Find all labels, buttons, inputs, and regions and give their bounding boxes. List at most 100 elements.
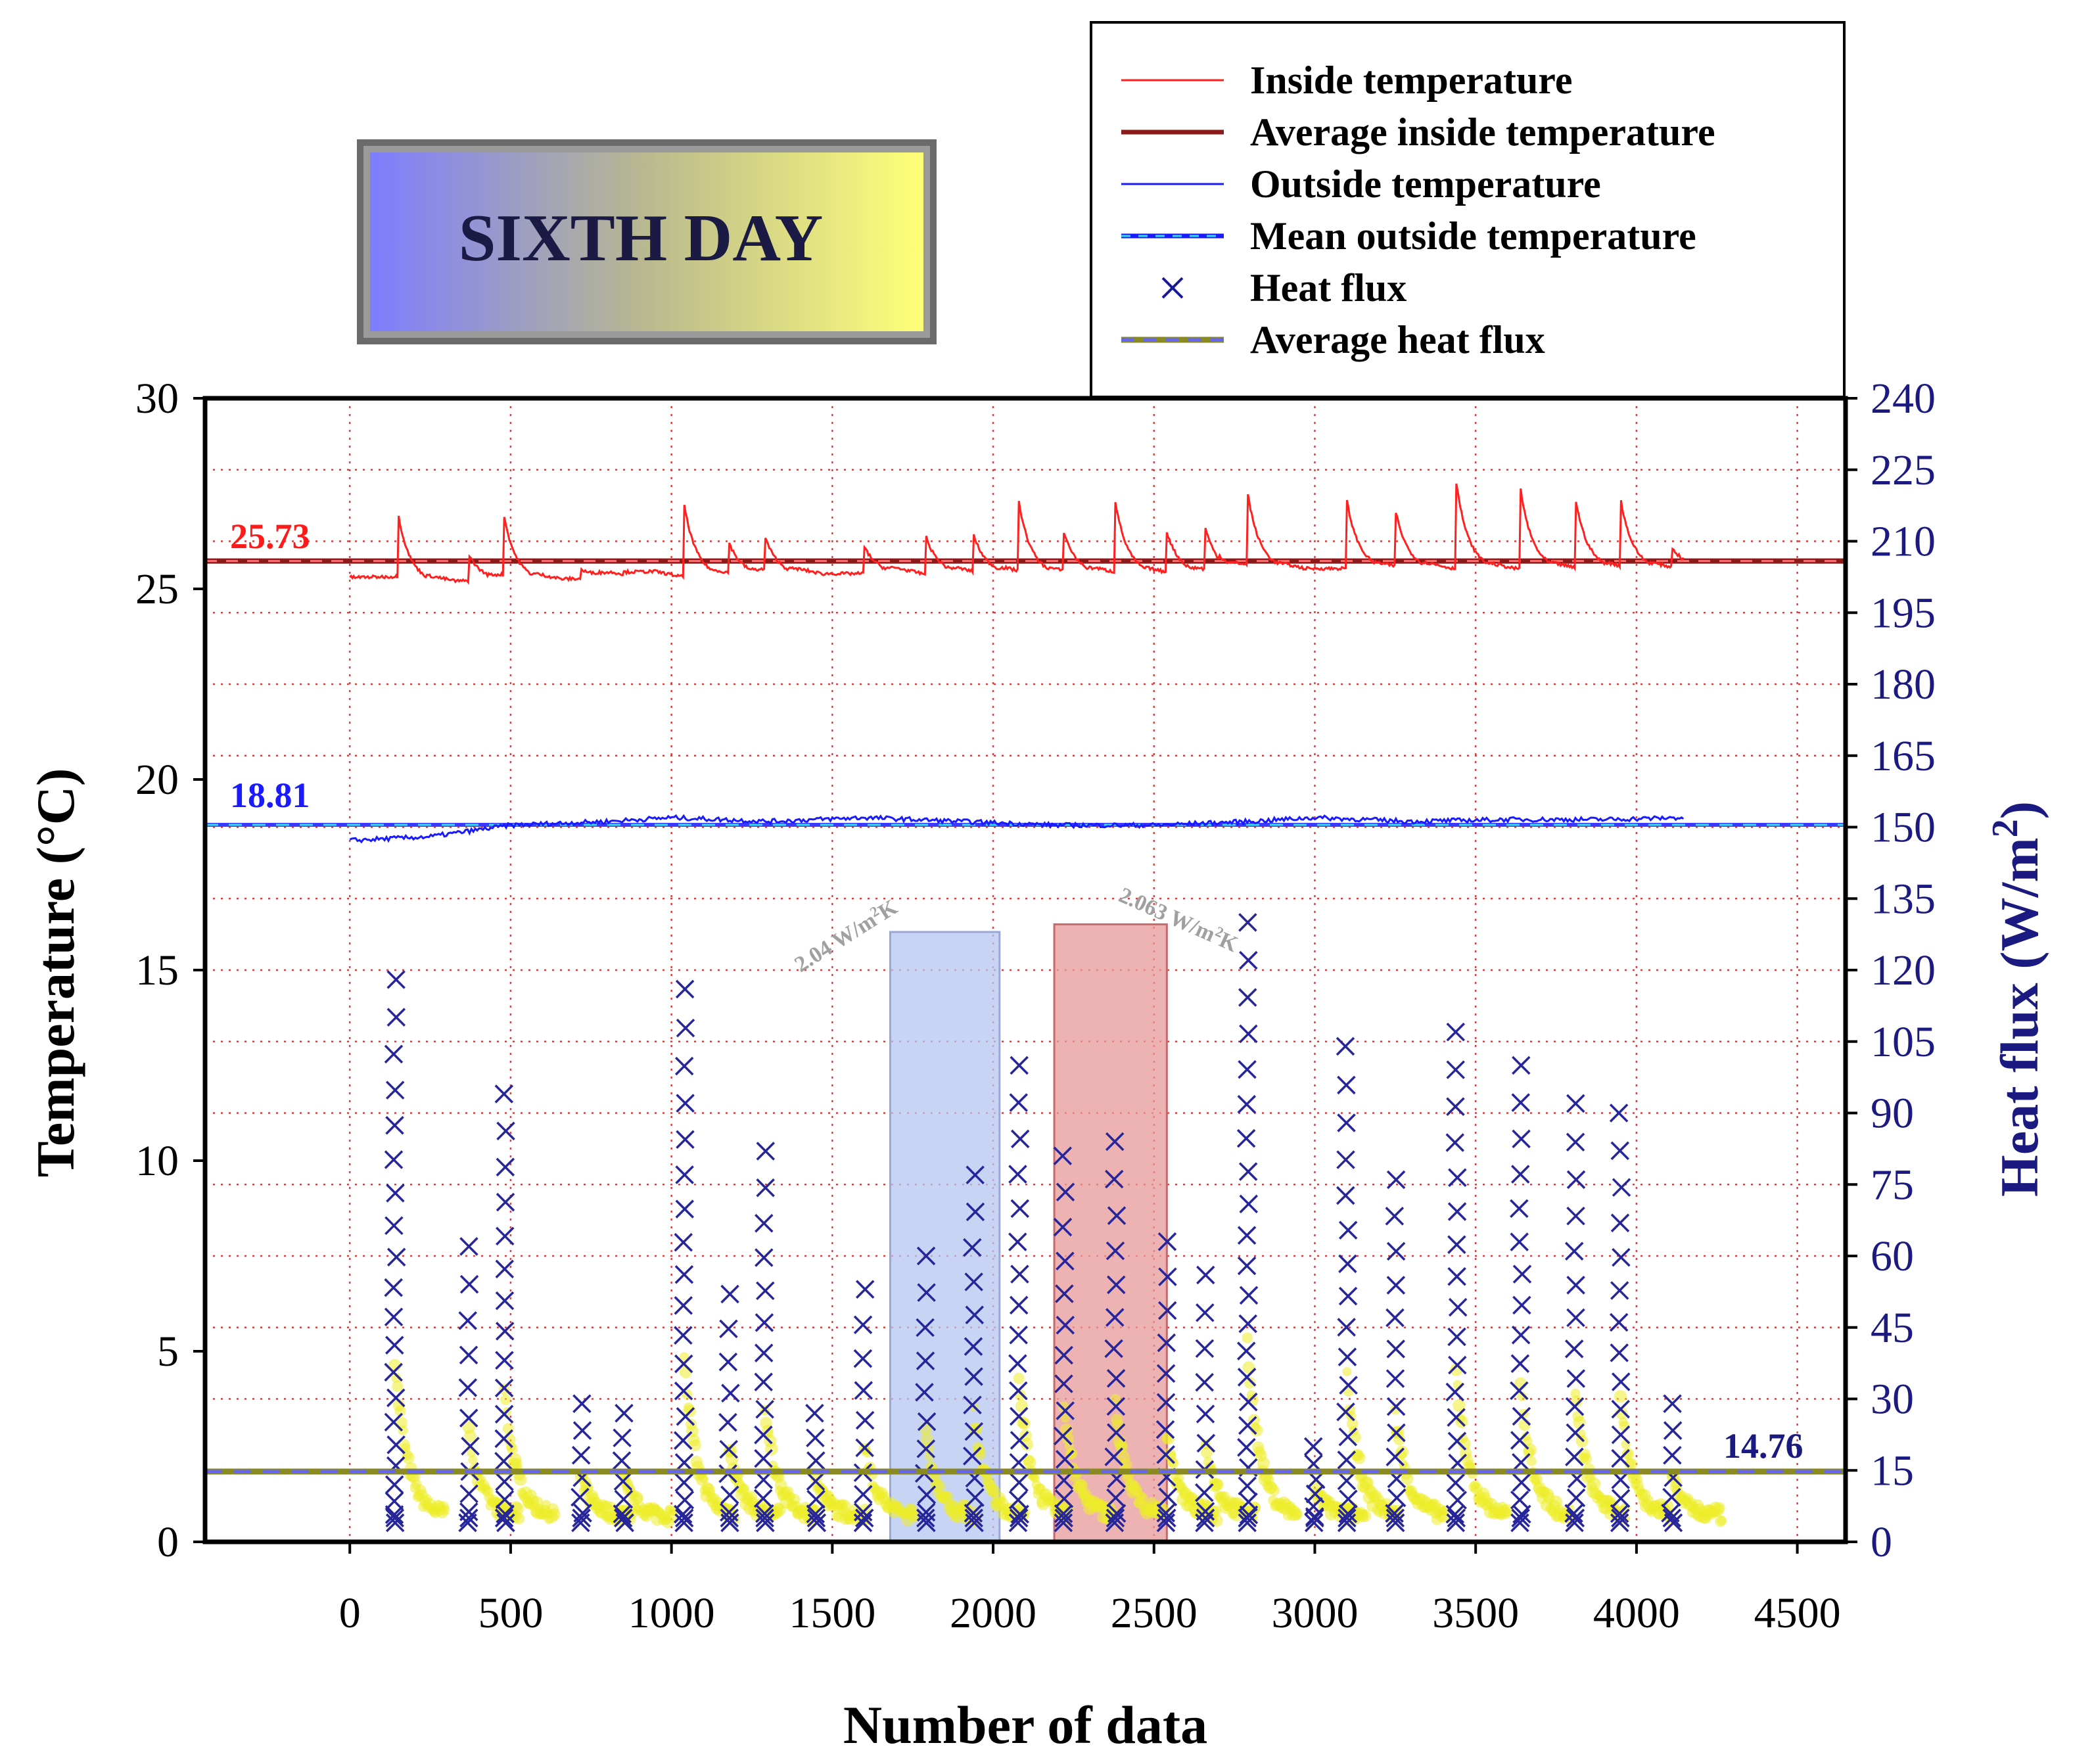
heat-flux-band-dot xyxy=(1342,1385,1354,1397)
heat-flux-x xyxy=(755,1313,774,1332)
heat-flux-marker xyxy=(495,1351,514,1370)
heat-flux-x xyxy=(674,1381,693,1401)
legend-label: Average heat flux xyxy=(1250,318,1545,361)
heat-flux-marker xyxy=(1338,1254,1357,1274)
heat-flux-low-marker xyxy=(1238,1508,1257,1527)
y-left-tick-label: 25 xyxy=(135,565,179,613)
heat-flux-marker xyxy=(1337,1451,1357,1470)
heat-flux-x xyxy=(495,1472,514,1491)
heat-flux-marker xyxy=(1105,1169,1124,1189)
x-tick-label: 0 xyxy=(339,1589,361,1637)
heat-flux-x xyxy=(1056,1401,1075,1420)
title-box: SIXTH DAY xyxy=(357,139,937,344)
heat-flux-marker xyxy=(1446,1473,1465,1493)
heat-flux-x xyxy=(917,1283,936,1302)
heat-flux-x xyxy=(1448,1297,1468,1317)
heat-flux-marker xyxy=(1053,1217,1073,1237)
heat-flux-marker xyxy=(1339,1489,1358,1508)
heat-flux-marker xyxy=(755,1313,774,1332)
heat-flux-x xyxy=(1056,1450,1075,1469)
heat-flux-marker xyxy=(573,1504,592,1523)
heat-flux-x xyxy=(1056,1251,1075,1270)
heat-flux-low-marker xyxy=(1196,1508,1215,1527)
heat-flux-marker xyxy=(1107,1275,1126,1295)
heat-flux-x xyxy=(674,1354,693,1374)
heat-flux-low-marker xyxy=(613,1508,633,1527)
heat-flux-marker xyxy=(1446,1097,1465,1117)
heat-flux-x xyxy=(1447,1202,1467,1221)
heat-flux-marker xyxy=(494,1084,514,1103)
heat-flux-marker xyxy=(916,1502,936,1522)
heat-flux-x xyxy=(674,1473,693,1492)
heat-flux-x xyxy=(495,1259,515,1279)
heat-flux-marker xyxy=(1237,1437,1256,1457)
heat-flux-x xyxy=(720,1485,739,1504)
heat-flux-x xyxy=(1107,1206,1127,1225)
heat-flux-marker xyxy=(1196,1404,1215,1424)
heat-flux-x xyxy=(855,1410,875,1430)
legend-label: Heat flux xyxy=(1250,266,1407,310)
y-right-tick-label: 240 xyxy=(1871,375,1936,423)
heat-flux-x xyxy=(386,970,406,989)
heat-flux-x xyxy=(916,1439,936,1458)
heat-flux-marker xyxy=(1610,1141,1629,1161)
y-right-tick-label: 90 xyxy=(1871,1090,1914,1138)
heat-flux-marker xyxy=(494,1404,514,1424)
heat-flux-band-dot xyxy=(668,1506,678,1516)
heat-flux-x xyxy=(1338,1504,1358,1523)
heat-flux-marker xyxy=(674,1326,693,1345)
heat-flux-marker xyxy=(1663,1446,1682,1465)
heat-flux-x xyxy=(853,1349,873,1368)
heat-flux-x xyxy=(1510,1232,1529,1251)
heat-flux-x xyxy=(1447,1431,1467,1451)
heat-flux-x xyxy=(1304,1513,1324,1533)
heat-flux-x xyxy=(1337,1451,1357,1470)
heat-flux-marker xyxy=(570,1487,590,1507)
heat-flux-marker xyxy=(1386,1242,1406,1261)
heat-flux-x xyxy=(386,1008,406,1027)
heat-flux-marker xyxy=(1386,1397,1406,1416)
heat-flux-low-marker xyxy=(1511,1508,1530,1527)
heat-flux-marker xyxy=(805,1404,824,1423)
heat-flux-x xyxy=(916,1502,936,1522)
heat-flux-x xyxy=(1565,1447,1584,1466)
heat-flux-marker xyxy=(1009,1452,1029,1472)
heat-flux-marker xyxy=(1156,1393,1176,1412)
heat-flux-x xyxy=(1237,1437,1256,1457)
heat-flux-x xyxy=(1510,1381,1529,1401)
heat-flux-marker xyxy=(613,1472,633,1491)
heat-flux-x xyxy=(1446,1097,1465,1117)
heat-flux-x xyxy=(1054,1345,1073,1365)
heat-flux-x xyxy=(806,1504,826,1523)
heat-flux-x xyxy=(1107,1504,1127,1523)
heat-flux-x xyxy=(965,1305,985,1324)
heat-flux-marker xyxy=(1566,1488,1586,1508)
legend-swatch xyxy=(1161,277,1184,299)
heat-flux-x xyxy=(806,1489,826,1509)
heat-flux-marker xyxy=(1512,1265,1532,1284)
heat-flux-x xyxy=(674,1265,694,1284)
heat-flux-marker xyxy=(1053,1426,1073,1446)
heat-flux-marker xyxy=(1195,1339,1215,1358)
y-left-tick-label: 0 xyxy=(157,1518,179,1566)
heat-flux-x xyxy=(496,1121,515,1141)
heat-flux-x xyxy=(1609,1103,1629,1123)
y-left-tick-label: 15 xyxy=(135,946,179,994)
heat-flux-marker xyxy=(1448,1297,1468,1317)
heat-flux-marker xyxy=(1661,1504,1680,1523)
heat-flux-band-dot xyxy=(1358,1509,1372,1522)
heat-flux-low-marker xyxy=(1009,1508,1029,1527)
heat-flux-marker xyxy=(1610,1504,1629,1523)
heat-flux-x xyxy=(855,1438,874,1458)
heat-flux-x xyxy=(754,1449,773,1468)
heat-flux-x xyxy=(1107,1275,1126,1295)
heat-flux-marker xyxy=(1008,1490,1028,1510)
heat-flux-marker xyxy=(494,1429,513,1449)
heat-flux-low-marker xyxy=(1447,1508,1466,1527)
heat-flux-x xyxy=(1661,1504,1680,1523)
legend-label: Average inside temperature xyxy=(1250,110,1715,154)
heat-flux-marker xyxy=(1611,1489,1631,1508)
heat-flux-x xyxy=(1512,1265,1532,1284)
heat-flux-marker xyxy=(386,1008,406,1027)
